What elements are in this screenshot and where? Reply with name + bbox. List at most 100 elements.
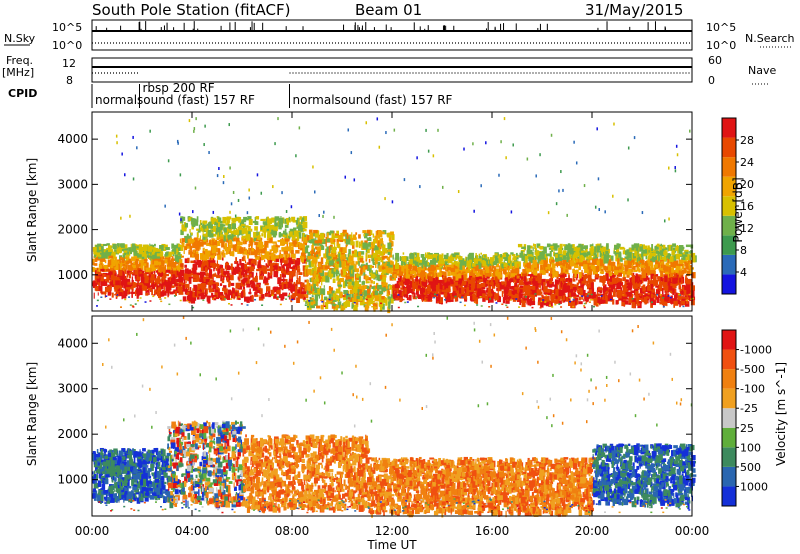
heat-cell: [537, 301, 541, 306]
heat-cell: [128, 274, 131, 279]
heat-cell: [370, 297, 374, 302]
heat-cell: [223, 252, 226, 258]
heat-cell: [510, 278, 514, 283]
heat-cell: [282, 264, 288, 267]
heat-cell: [176, 248, 180, 255]
heat-cell: [263, 231, 267, 238]
heat-cell: [166, 251, 169, 256]
heat-cell: [194, 251, 199, 256]
heat-cell: [213, 222, 219, 226]
heat-cell: [202, 254, 207, 261]
heat-cell: [178, 290, 184, 295]
heat-cell: [105, 286, 111, 292]
heat-cell: [206, 242, 211, 247]
heat-cell: [302, 265, 307, 271]
heat-cell: [116, 291, 120, 297]
heat-cell: [152, 259, 155, 267]
heat-cell: [177, 252, 181, 258]
heat-cell: [241, 236, 245, 241]
heat-cell: [362, 266, 366, 273]
heat-cell: [667, 245, 669, 252]
heat-cell: [575, 299, 577, 306]
heat-cell: [153, 264, 157, 271]
heat-cell: [259, 271, 262, 278]
heat-cell: [200, 283, 206, 290]
heat-cell: [358, 276, 361, 283]
heat-cell: [377, 230, 383, 238]
heat-cell: [309, 229, 313, 235]
heat-cell: [254, 241, 258, 246]
heat-cell: [631, 253, 634, 260]
heat-cell: [366, 229, 372, 236]
heat-cell: [128, 248, 132, 255]
heat-cell: [206, 295, 212, 298]
heat-cell: [599, 271, 605, 274]
heat-cell: [592, 243, 594, 246]
heat-cell: [289, 273, 293, 279]
heat-cell: [328, 287, 334, 294]
heat-cell: [277, 277, 282, 285]
heat-cell: [430, 264, 435, 272]
heat-cell: [275, 257, 280, 263]
heat-cell: [314, 230, 320, 237]
heat-cell: [316, 254, 319, 257]
heat-cell: [313, 300, 316, 305]
heat-cell: [338, 253, 340, 260]
heat-cell: [254, 259, 257, 266]
heat-cell: [225, 266, 227, 271]
heat-cell: [185, 277, 187, 284]
heat-cell: [538, 245, 543, 249]
heat-cell: [114, 267, 119, 270]
heat-cell: [328, 286, 332, 290]
heat-cell: [194, 237, 198, 243]
heat-cell: [484, 254, 486, 258]
heat-cell: [130, 261, 132, 268]
heat-cell: [537, 291, 543, 295]
heat-cell: [285, 254, 288, 259]
heat-cell: [212, 283, 217, 289]
heat-cell: [302, 243, 305, 248]
heat-cell: [150, 284, 153, 288]
heat-cell: [348, 270, 350, 275]
heat-cell: [499, 285, 504, 290]
heat-cell: [480, 282, 486, 288]
heat-cell: [402, 277, 405, 282]
heat-cell: [371, 286, 375, 290]
heat-cell: [296, 279, 298, 283]
heat-cell: [546, 243, 551, 248]
heat-cell: [275, 243, 277, 246]
heat-cell: [339, 261, 342, 268]
heat-cell: [125, 288, 130, 295]
heat-cell: [281, 271, 286, 278]
heat-cell: [163, 248, 166, 252]
heat-cell: [251, 263, 254, 267]
heat-cell: [158, 266, 161, 271]
heat-cell: [114, 260, 118, 264]
heat-cell: [94, 263, 98, 266]
heat-cell: [555, 280, 559, 285]
heat-cell: [352, 298, 355, 303]
heat-cell: [175, 274, 180, 277]
heat-cell: [326, 232, 329, 239]
heat-cell: [112, 243, 117, 250]
heat-cell: [272, 249, 277, 254]
heat-cell: [308, 261, 312, 268]
heat-cell: [368, 269, 372, 273]
heat-cell: [283, 250, 288, 255]
heat-cell: [115, 252, 119, 255]
heat-cell: [306, 303, 312, 310]
heat-cell: [324, 302, 329, 310]
heat-cell: [328, 245, 331, 253]
heat-cell: [210, 262, 215, 266]
heat-cell: [126, 273, 129, 278]
heat-cell: [274, 230, 277, 236]
heat-cell: [153, 243, 156, 247]
heat-cell: [151, 282, 153, 285]
heat-cell: [140, 284, 143, 289]
heat-cell: [137, 253, 142, 258]
heat-cell: [387, 242, 392, 250]
heat-cell: [114, 249, 119, 255]
heat-cell: [176, 243, 180, 249]
heat-cell: [422, 292, 424, 298]
heat-cell: [672, 243, 677, 247]
